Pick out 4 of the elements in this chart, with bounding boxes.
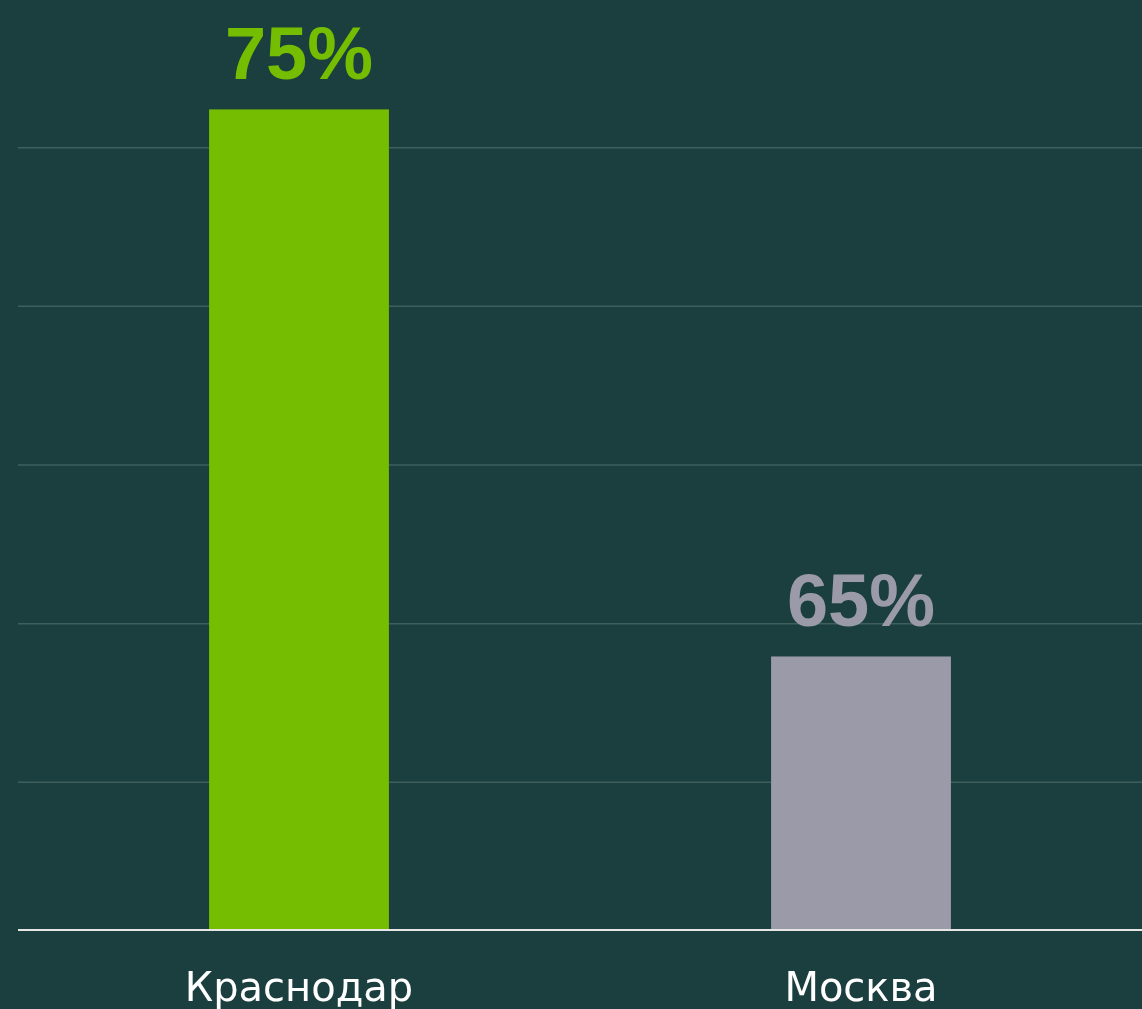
data-label: 75% — [224, 12, 374, 96]
data-label: 65% — [786, 559, 936, 643]
x-tick-label: Краснодар — [184, 964, 414, 1009]
x-tick-label: Москва — [784, 964, 938, 1009]
